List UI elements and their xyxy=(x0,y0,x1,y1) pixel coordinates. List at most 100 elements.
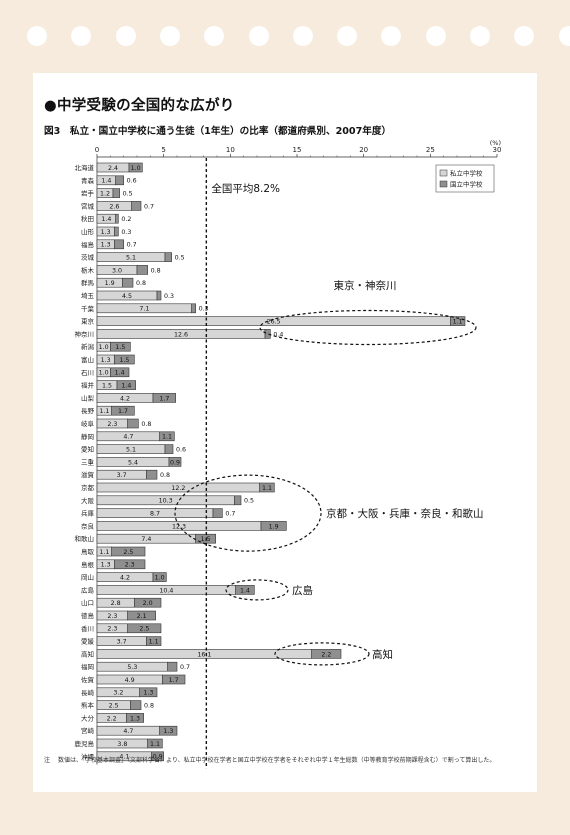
data-label-private: 5.3 xyxy=(127,664,137,671)
data-label-national: 0.7 xyxy=(180,664,190,671)
bar-national xyxy=(114,354,135,365)
data-label-national: 1.7 xyxy=(159,395,169,402)
data-label-private: 4.1 xyxy=(119,754,129,761)
x-tick-label: 5 xyxy=(161,146,165,154)
data-label-private: 1.0 xyxy=(99,344,109,351)
category-label: 北海道 xyxy=(75,163,95,172)
bar-national xyxy=(450,316,466,326)
category-label: 福岡 xyxy=(81,662,94,671)
data-label-national: 0.7 xyxy=(225,511,235,518)
data-label-national: 0.5 xyxy=(123,191,133,198)
decorative-dot xyxy=(425,26,446,46)
data-label-private: 2.3 xyxy=(107,421,117,428)
x-tick-label: 20 xyxy=(359,146,368,154)
data-label-private: 10.3 xyxy=(159,498,173,505)
data-label-national: 0.8 xyxy=(136,280,146,287)
data-label-national: 2.0 xyxy=(143,600,153,607)
data-label-national: 1.4 xyxy=(240,587,250,594)
data-label-private: 3.0 xyxy=(112,267,122,274)
data-label-national: 0.6 xyxy=(176,447,186,454)
category-label: 茨城 xyxy=(81,253,95,262)
data-label-private: 3.7 xyxy=(117,472,127,479)
data-label-private: 2.2 xyxy=(107,715,117,722)
data-label-private: 1.3 xyxy=(101,357,111,364)
data-label-national: 0.8 xyxy=(160,472,170,479)
bar-national xyxy=(259,482,275,493)
data-label-private: 16.1 xyxy=(197,651,211,658)
data-label-private: 1.9 xyxy=(105,280,115,287)
data-label-national: 2.3 xyxy=(125,562,135,569)
bar-national xyxy=(131,201,142,211)
data-label-national: 0.3 xyxy=(121,229,131,236)
decorative-dot xyxy=(204,26,225,46)
bar-national xyxy=(159,725,178,736)
bar-national xyxy=(191,303,196,314)
data-label-national: 0.8 xyxy=(151,267,161,274)
data-label-national: 1.9 xyxy=(269,523,279,530)
data-label-private: 2.3 xyxy=(107,626,117,633)
annotation-ellipse xyxy=(274,642,370,666)
category-label: 広島 xyxy=(81,585,95,594)
data-label-national: 2.5 xyxy=(123,549,133,556)
data-label-private: 12.3 xyxy=(172,523,186,530)
data-label-private: 2.3 xyxy=(107,613,117,620)
bar-national xyxy=(156,290,162,301)
category-label: 岩手 xyxy=(81,189,95,198)
data-label-national: 2.2 xyxy=(321,651,331,658)
decorative-dot xyxy=(71,26,92,46)
data-label-private: 1.4 xyxy=(101,216,111,223)
data-label-private: 1.1 xyxy=(99,408,109,415)
legend-label: 国立中学校 xyxy=(450,180,483,189)
data-label-private: 3.7 xyxy=(117,639,127,646)
data-label-private: 2.4 xyxy=(108,165,118,172)
data-label-national: 1.3 xyxy=(130,715,140,722)
data-label-private: 10.4 xyxy=(159,587,173,594)
category-label: 和歌山 xyxy=(75,534,95,543)
category-label: 岡山 xyxy=(81,573,94,582)
category-label: 東京 xyxy=(81,317,95,326)
data-label-national: 1.0 xyxy=(155,575,165,582)
category-label: 京都 xyxy=(81,483,95,492)
category-label: 鹿児島 xyxy=(75,739,95,748)
data-label-private: 4.7 xyxy=(123,434,133,441)
legend-label: 私立中学校 xyxy=(450,169,483,178)
data-label-private: 1.5 xyxy=(102,383,112,390)
data-label-national: 1.1 xyxy=(453,319,463,326)
x-tick-label: 0 xyxy=(95,146,99,154)
category-label: 高知 xyxy=(81,649,94,658)
annotation-label: 高知 xyxy=(372,648,393,661)
x-tick-label: 25 xyxy=(426,146,435,154)
category-label: 兵庫 xyxy=(81,509,95,518)
bar-national xyxy=(114,559,146,570)
bar-national xyxy=(146,469,158,480)
section-heading: ●中学受験の全国的な広がり xyxy=(44,98,235,114)
legend-swatch xyxy=(439,169,448,177)
bar-national xyxy=(152,393,176,403)
data-label-national: 0.3 xyxy=(199,306,209,313)
bar-national xyxy=(151,751,164,762)
bar-national xyxy=(134,597,162,608)
bar-national xyxy=(130,700,142,710)
category-label: 三重 xyxy=(81,458,95,466)
data-label-private: 12.6 xyxy=(174,331,188,338)
category-label: 熊本 xyxy=(81,701,95,710)
data-label-private: 1.1 xyxy=(99,549,109,556)
category-label: 沖縄 xyxy=(81,752,95,761)
category-label: 山梨 xyxy=(81,393,95,402)
bar-national xyxy=(164,252,172,262)
data-label-national: 0.5 xyxy=(244,498,254,505)
category-label: 佐賀 xyxy=(81,675,95,684)
data-label-private: 1.0 xyxy=(99,370,109,377)
category-label: 山口 xyxy=(81,598,94,607)
figure-caption: 図3 私立・国立中学校に通う生徒（1年生）の比率（都道府県別、2007年度） xyxy=(44,126,392,137)
category-label: 秋田 xyxy=(81,214,94,223)
bar-national xyxy=(112,188,120,198)
legend-box xyxy=(435,164,495,193)
category-label: 埼玉 xyxy=(81,291,95,300)
annotation-label: 広島 xyxy=(292,584,313,597)
annotation-ellipse xyxy=(259,309,477,346)
decorative-dots xyxy=(0,26,570,50)
bar-national xyxy=(260,521,287,531)
data-label-national: 2.5 xyxy=(139,626,149,633)
category-label: 千葉 xyxy=(81,304,95,313)
